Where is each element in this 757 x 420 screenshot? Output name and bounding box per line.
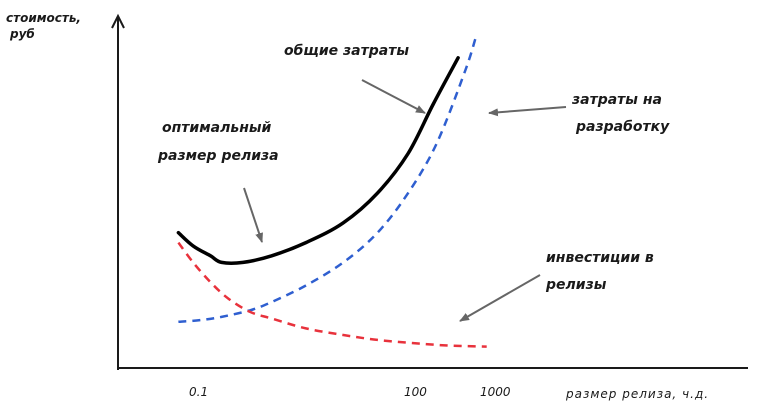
annotation-optimal-release-size-line-2: размер релиза [157,148,279,164]
annotation-development-cost-line-1: затраты на [571,92,662,108]
annotation-development-cost-line-2: разработку [575,119,670,135]
y-axis-label-line-1: стоимость, [6,11,81,25]
series-line-development-cost [178,37,477,324]
x-tick-label: 1000 [480,385,511,399]
annotation-optimal-release-size-line-1: оптимальный [162,120,272,136]
annotation-release-investment-arrow [459,274,541,322]
series-line-total-cost [176,56,460,265]
y-axis-label-line-2: руб [9,27,35,41]
annotation-development-cost-arrow [488,106,567,117]
annotation-total-cost: общие затраты [284,43,409,59]
y-axis-arrow [111,13,125,29]
x-tick-label: 0.1 [189,385,208,399]
annotation-optimal-release-size-arrow [243,187,263,243]
annotation-release-investment-line-2: релизы [545,277,607,293]
annotation-release-investment-line-1: инвестиции в [546,250,654,266]
annotation-development-cost: затраты на разработку [571,92,670,135]
series-line-release-investment [177,241,487,348]
annotation-total-cost-arrow [361,79,426,114]
y-axis-label: стоимость, руб [6,11,85,41]
x-tick-label: 100 [404,385,427,399]
annotation-total-cost-line-1: общие затраты [284,43,409,59]
x-axis-label: размер релиза, ч.д. [565,387,709,401]
annotation-optimal-release-size: оптимальный размер релиза [157,120,279,164]
annotation-release-investment: инвестиции в релизы [545,250,659,293]
